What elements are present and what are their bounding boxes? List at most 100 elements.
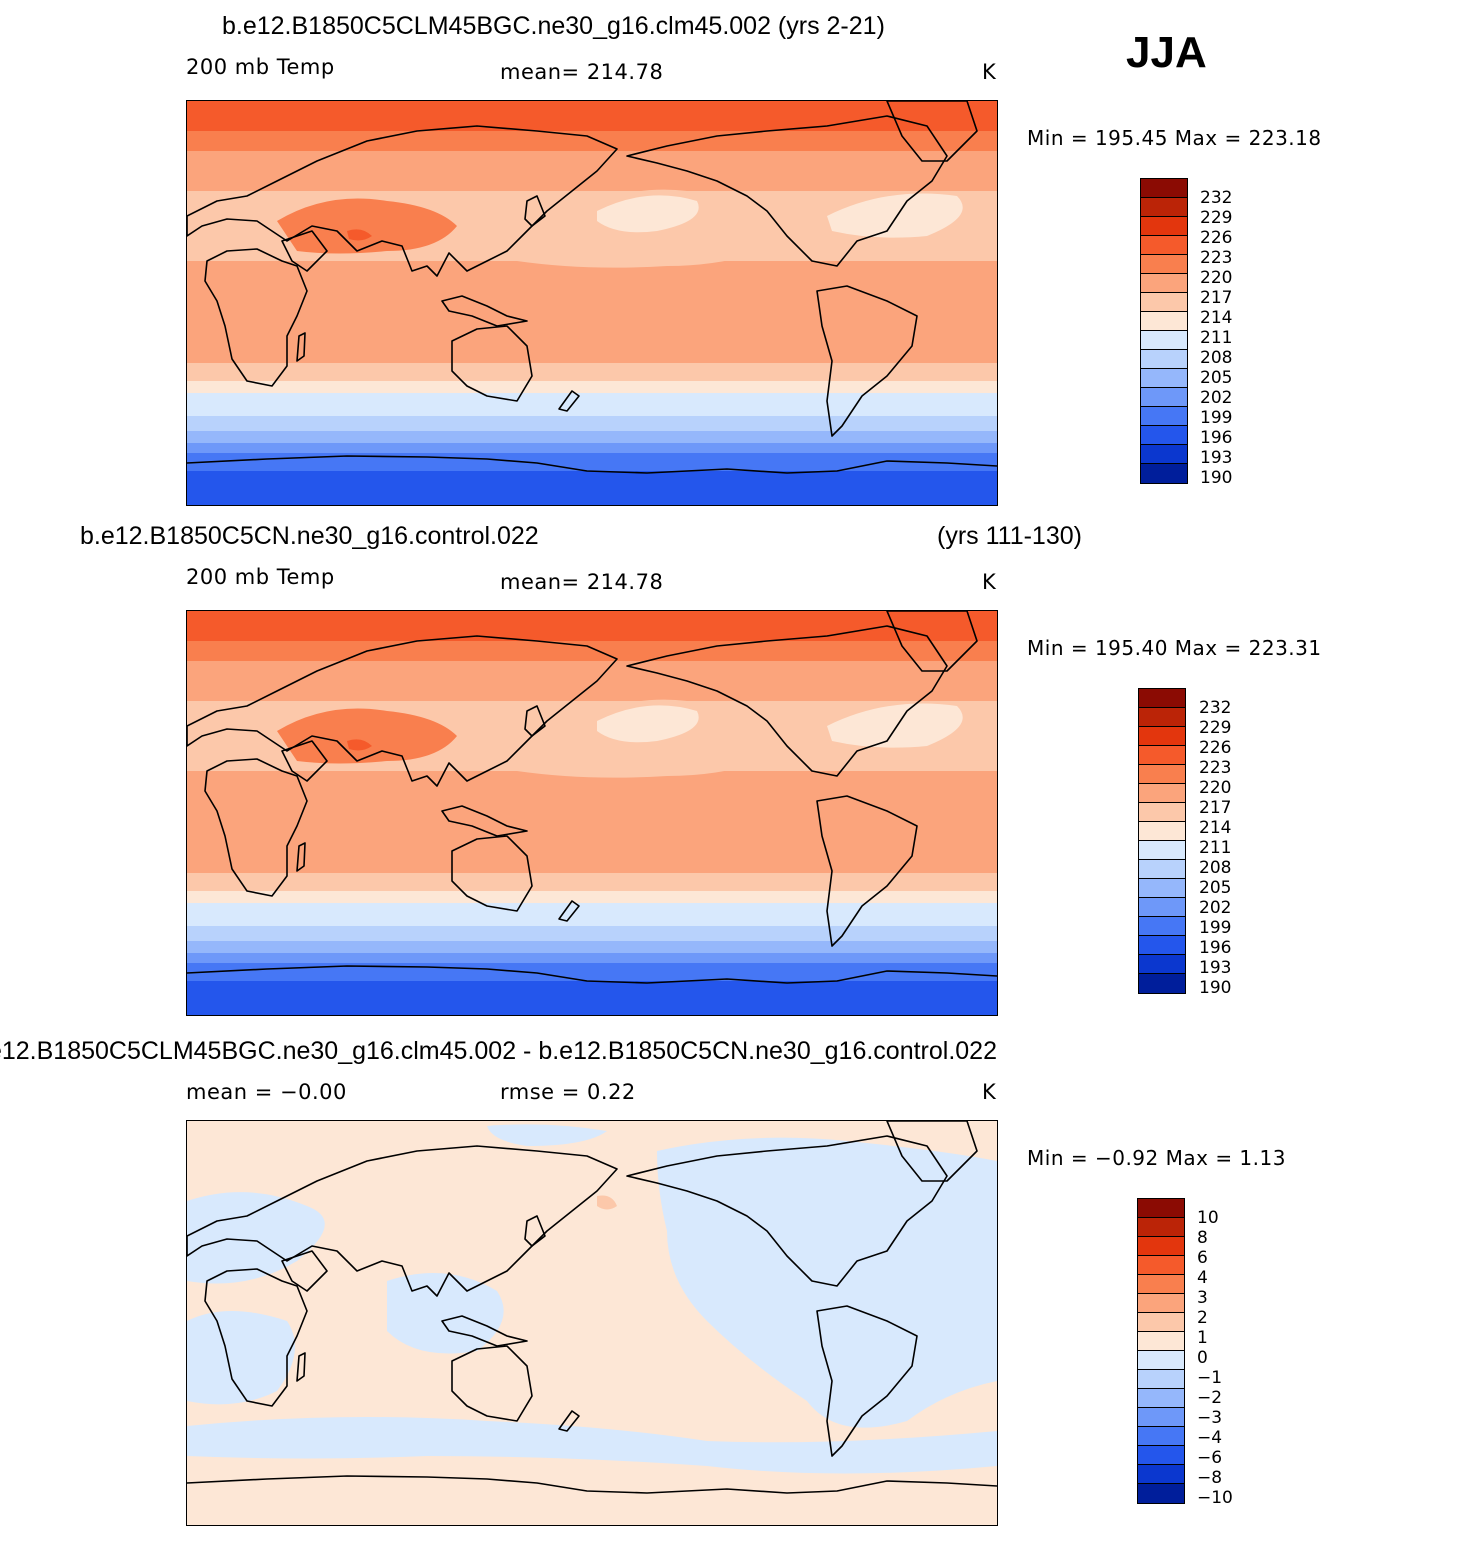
- coastline: [281, 740, 328, 782]
- colorbar-swatch: [1138, 1389, 1184, 1408]
- temp-band: [187, 641, 997, 661]
- coastline: [441, 805, 528, 837]
- temp-band-tropics: [187, 771, 997, 873]
- panel-3-map: [186, 1120, 998, 1526]
- coastline: [558, 390, 580, 412]
- colorbar-swatch: [1141, 274, 1187, 293]
- temp-band: [187, 381, 997, 393]
- coastline-antarctica: [187, 455, 997, 474]
- diff-blob-positive: [597, 1195, 617, 1210]
- colorbar-tick-label: 208: [1200, 348, 1233, 368]
- colorbar-tick-label: −2: [1197, 1388, 1223, 1408]
- coastline: [558, 900, 580, 922]
- panel-1-minmax: Min = 195.45 Max = 223.18: [1027, 126, 1322, 150]
- coastline: [626, 1135, 948, 1287]
- coastline: [204, 248, 308, 387]
- temp-band-arctic: [187, 611, 997, 641]
- colorbar-tick-label: 232: [1200, 188, 1233, 208]
- colorbar-tick-label: 226: [1200, 228, 1233, 248]
- coastline: [281, 1250, 328, 1292]
- temp-blob-atlantic: [827, 193, 963, 238]
- diff-blob-negative: [387, 1273, 504, 1354]
- coastline: [886, 611, 978, 672]
- colorbar-swatch: [1138, 1484, 1184, 1503]
- colorbar-tick-label: 208: [1199, 858, 1232, 878]
- coastline: [204, 1268, 308, 1407]
- panel-1-mean-label: mean= 214.78: [500, 60, 664, 84]
- panel-1-units: K: [982, 60, 997, 84]
- colorbar-tick-label: −1: [1197, 1368, 1223, 1388]
- temp-blob-tibet-core: [347, 229, 372, 241]
- colorbar-tick-label: 205: [1199, 878, 1232, 898]
- colorbar-tick-label: 205: [1200, 368, 1233, 388]
- temp-band: [187, 953, 997, 963]
- panel-3-mean-label: mean = −0.00: [186, 1080, 347, 1104]
- coastline: [626, 625, 948, 777]
- colorbar-swatch: [1141, 293, 1187, 312]
- colorbar-swatch: [1138, 1294, 1184, 1313]
- colorbar-tick-label: 2: [1197, 1308, 1208, 1328]
- temp-band: [187, 941, 997, 953]
- panel-1-map: [186, 100, 998, 506]
- colorbar-swatch: [1138, 1370, 1184, 1389]
- coastline: [441, 295, 528, 327]
- colorbar-swatch: [1141, 350, 1187, 369]
- coastline: [558, 1410, 580, 1432]
- panel-1-map-svg: [187, 101, 997, 505]
- temp-band-arctic: [187, 101, 997, 131]
- colorbar-swatch: [1138, 1256, 1184, 1275]
- temp-blob-pacific-core: [597, 195, 699, 233]
- temp-band: [187, 393, 997, 416]
- colorbar-swatch: [1141, 426, 1187, 445]
- temp-band-tropics: [187, 261, 997, 363]
- colorbar-swatch: [1141, 217, 1187, 236]
- coastline: [204, 758, 308, 897]
- coastline: [524, 1215, 546, 1247]
- coastline-antarctica: [187, 965, 997, 984]
- panel-3-map-svg: [187, 1121, 997, 1525]
- coastline: [296, 842, 306, 872]
- colorbar-tick-label: 202: [1199, 898, 1232, 918]
- panel-3-units: K: [982, 1080, 997, 1104]
- colorbar-tick-label: −8: [1197, 1468, 1223, 1488]
- coastline: [281, 230, 328, 272]
- panel-2-title-years: (yrs 111-130): [937, 522, 1082, 550]
- panel-2-colorbar: [1138, 688, 1186, 994]
- colorbar-swatch: [1139, 841, 1185, 860]
- colorbar-swatch: [1139, 784, 1185, 803]
- colorbar-swatch: [1141, 198, 1187, 217]
- temp-band: [187, 431, 997, 443]
- colorbar-swatch: [1141, 312, 1187, 331]
- temp-band: [187, 131, 997, 151]
- colorbar-swatch: [1139, 879, 1185, 898]
- temp-band: [187, 363, 997, 381]
- panel-1-colorbar: [1140, 178, 1188, 484]
- colorbar-swatch: [1141, 388, 1187, 407]
- panel-1-variable-label: 200 mb Temp: [186, 55, 335, 79]
- colorbar-swatch: [1139, 974, 1185, 993]
- season-label: JJA: [1126, 28, 1207, 77]
- temp-band: [187, 873, 997, 891]
- colorbar-tick-label: 220: [1199, 778, 1232, 798]
- temp-blob-tibet: [277, 198, 457, 254]
- coastline: [296, 332, 306, 362]
- colorbar-swatch: [1138, 1199, 1184, 1218]
- colorbar-tick-label: 3: [1197, 1288, 1208, 1308]
- colorbar-tick-label: 1: [1197, 1328, 1208, 1348]
- colorbar-tick-label: 6: [1197, 1248, 1208, 1268]
- colorbar-tick-label: 229: [1199, 718, 1232, 738]
- temp-band: [187, 443, 997, 453]
- temp-band: [187, 963, 997, 981]
- colorbar-tick-label: 8: [1197, 1228, 1208, 1248]
- colorbar-tick-label: 217: [1199, 798, 1232, 818]
- temp-band: [187, 416, 997, 431]
- temp-band: [187, 891, 997, 903]
- colorbar-tick-label: 193: [1200, 448, 1233, 468]
- panel-3-minmax: Min = −0.92 Max = 1.13: [1027, 1146, 1286, 1170]
- temp-band: [187, 453, 997, 471]
- panel-2-map: [186, 610, 998, 1016]
- colorbar-swatch: [1139, 860, 1185, 879]
- colorbar-tick-label: 226: [1199, 738, 1232, 758]
- temp-blob-atlantic: [827, 703, 963, 748]
- colorbar-tick-label: 211: [1199, 838, 1232, 858]
